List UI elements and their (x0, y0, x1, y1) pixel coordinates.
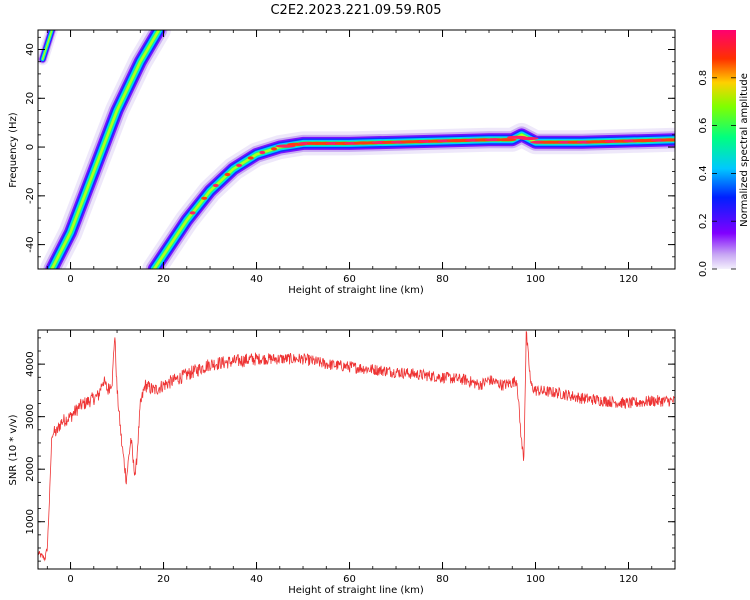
heatmap-y-tick-label: 40 (25, 43, 36, 56)
ridge-edge-fragment-layer (41, 30, 53, 60)
snr-y-tick-label: 1000 (25, 509, 36, 534)
ridge-hotspot (496, 138, 517, 142)
colorbar-tick-label: 0.0 (698, 261, 709, 277)
snr-x-tick-label: 40 (250, 574, 263, 585)
heatmap-y-tick-label: -40 (25, 236, 36, 252)
snr-background (38, 330, 675, 569)
heatmap-x-tick-label: 120 (619, 274, 638, 285)
snr-x-tick-label: 20 (157, 574, 170, 585)
heatmap-x-tick-label: 40 (250, 274, 263, 285)
colorbar-tick-label: 0.4 (698, 165, 709, 181)
ridge-hotspot (201, 196, 208, 200)
snr-frame (37, 329, 676, 570)
figure-title: C2E2.2023.221.09.59.R05 (270, 3, 441, 18)
ridge-hotspot (271, 147, 277, 151)
ridge-hotspot (224, 172, 231, 177)
colorbar-label: Normalized spectral amplitude (739, 73, 750, 227)
heatmap-y-tick-label: 0 (25, 144, 36, 150)
colorbar-ticks: 0.0 0.2 0.4 0.6 0.8 (698, 70, 736, 277)
snr-x-tick-label: 120 (619, 574, 638, 585)
heatmap-panel: 0 20 40 60 80 100 120 -40 -20 0 20 40 Height of str… (8, 29, 676, 296)
snr-y-tick-label: 2000 (25, 456, 36, 481)
heatmap-ylabel: Frequency (Hz) (8, 112, 19, 188)
ridge-hotspot (660, 138, 675, 142)
snr-x-tick-label: 60 (343, 574, 356, 585)
ridge-hotspot (247, 156, 254, 160)
heatmap-x-tick-label: 20 (157, 274, 170, 285)
ridge-hotspot (189, 211, 196, 215)
snr-x-tick-label: 80 (436, 574, 449, 585)
snr-xlabel: Height of straight line (km) (288, 585, 424, 596)
heatmap-y-tick-label: 20 (25, 92, 36, 105)
ridge-hotspot (212, 183, 219, 188)
snr-series-line (38, 331, 675, 562)
heatmap-x-tick-label: 100 (526, 274, 545, 285)
heatmap-y-tick-label: -20 (25, 188, 36, 204)
colorbar-tick-label: 0.2 (698, 213, 709, 229)
snr-panel: 0 20 40 60 80 100 120 1000 2000 3000 4000 Height o… (8, 329, 676, 596)
colorbar-gradient (712, 30, 736, 269)
heatmap-xlabel: Height of straight line (km) (288, 285, 424, 296)
heatmap-ridges (38, 30, 675, 269)
snr-y-tick-label: 4000 (25, 351, 36, 376)
colorbar-tick-label: 0.6 (698, 118, 709, 134)
heatmap-frame (37, 29, 676, 270)
snr-ylabel: SNR (10 * v/v) (8, 414, 19, 485)
ridge-hotspot (518, 136, 539, 141)
colorbar: 0.0 0.2 0.4 0.6 0.8 Normalized spectral ampl… (698, 30, 750, 277)
snr-x-tick-label: 100 (526, 574, 545, 585)
heatmap-x-tick-label: 0 (67, 274, 73, 285)
snr-y-tick-label: 3000 (25, 404, 36, 429)
ridge-hotspot (236, 163, 243, 167)
ridge-hotspot (259, 150, 266, 155)
ridge-steep-ridge-layer (50, 30, 161, 269)
snr-x-tick-label: 0 (67, 574, 73, 585)
heatmap-x-tick-label: 60 (343, 274, 356, 285)
heatmap-x-tick-label: 80 (436, 274, 449, 285)
colorbar-tick-label: 0.8 (698, 70, 709, 86)
